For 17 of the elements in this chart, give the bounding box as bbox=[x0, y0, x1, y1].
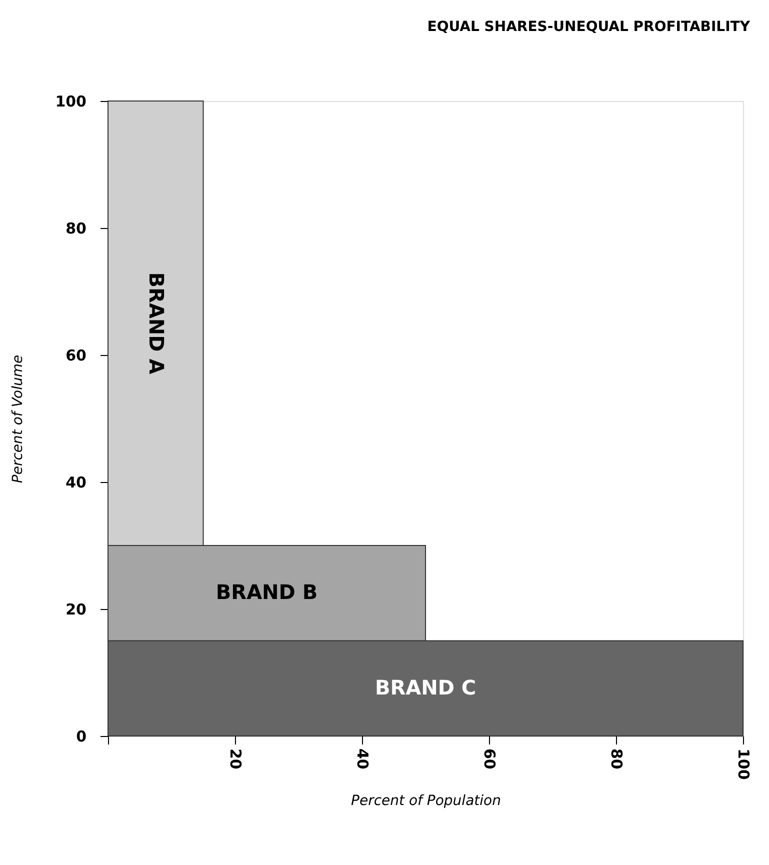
y-tick-label: 40 bbox=[66, 474, 86, 492]
x-tick-label: 60 bbox=[480, 748, 498, 770]
y-tick-label: 80 bbox=[66, 220, 86, 238]
y-tick-label: 60 bbox=[66, 346, 86, 364]
series-label: BRAND A bbox=[144, 272, 169, 375]
x-tick-label: 40 bbox=[354, 748, 372, 770]
y-tick-label: 0 bbox=[76, 728, 86, 746]
x-tick-label: 20 bbox=[226, 748, 244, 770]
series-label: BRAND B bbox=[216, 580, 318, 604]
y-tick-label: 20 bbox=[66, 600, 86, 618]
x-axis-title: Percent of Population bbox=[351, 792, 501, 809]
series-label: BRAND C bbox=[374, 675, 476, 700]
y-axis-title: Percent of Volume bbox=[10, 354, 26, 484]
chart-title: EQUAL SHARES-UNEQUAL PROFITABILITY bbox=[427, 19, 751, 35]
y-tick-label: 100 bbox=[55, 92, 86, 110]
x-tick-label: 80 bbox=[608, 748, 626, 770]
x-tick-label: 100 bbox=[734, 748, 752, 780]
